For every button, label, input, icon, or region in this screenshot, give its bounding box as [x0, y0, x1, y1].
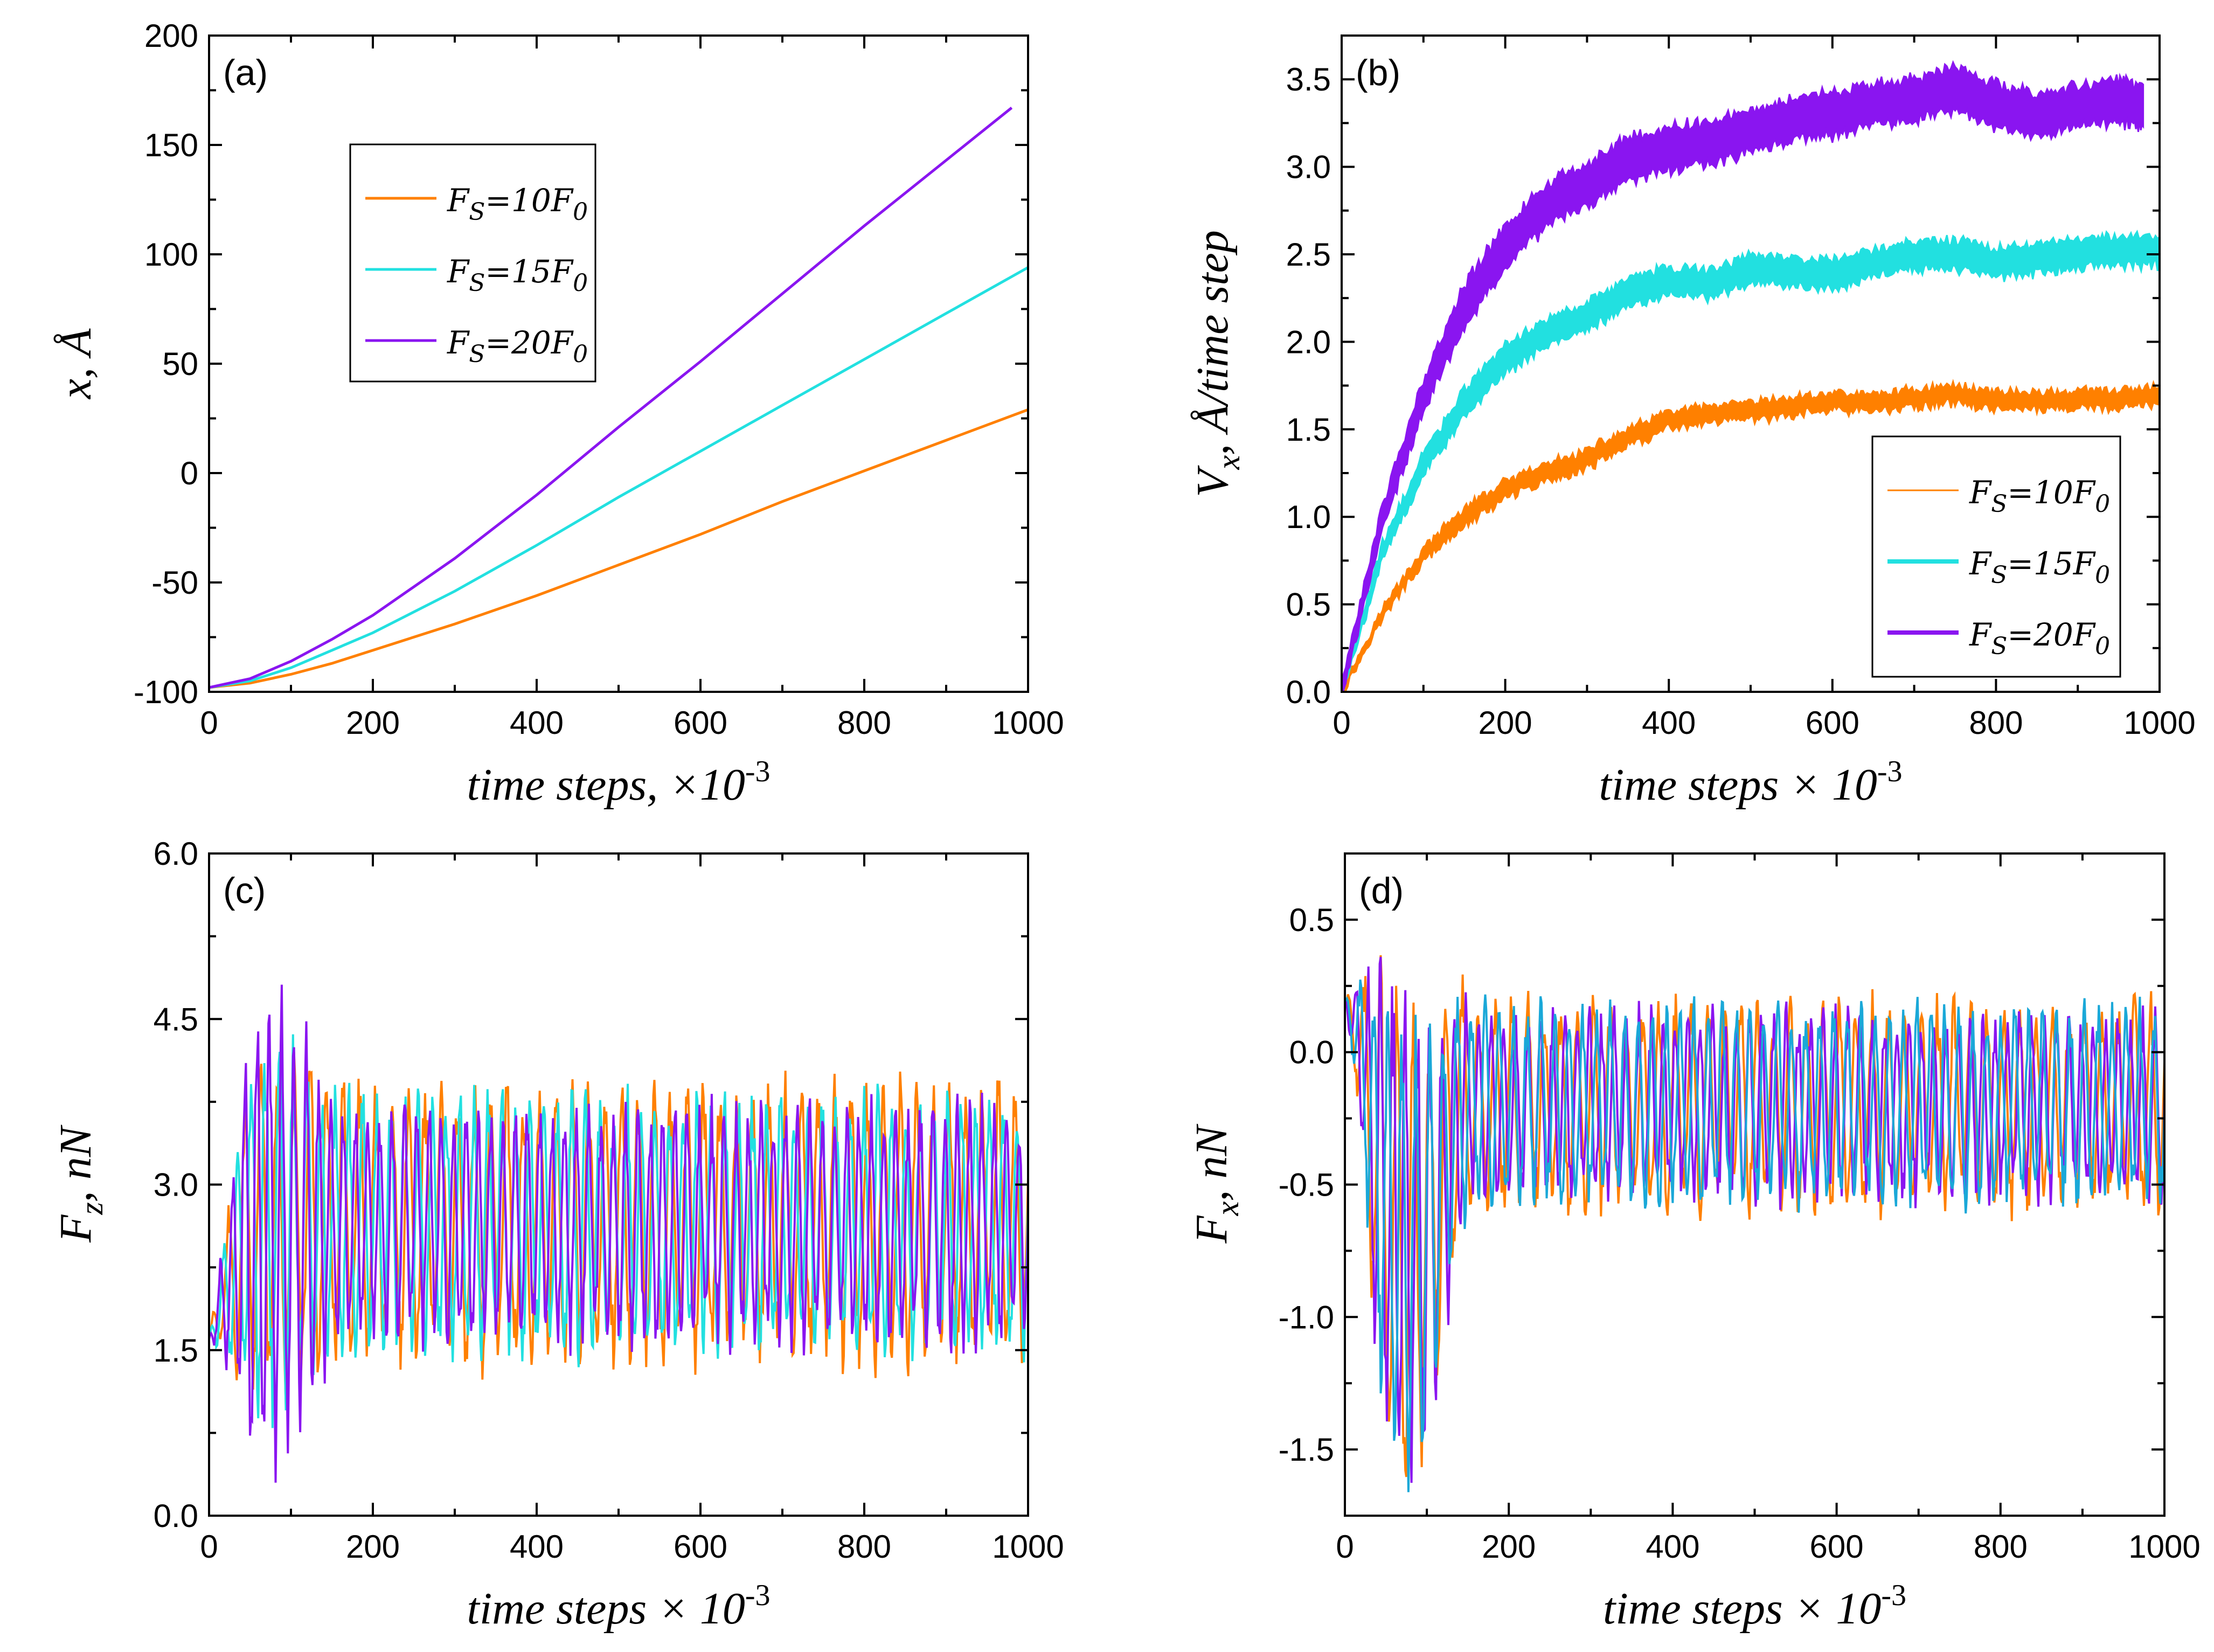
- series-band-Fs=10F0: [1342, 379, 2160, 692]
- y-tick-label: 50: [162, 346, 198, 382]
- plot-area-c: [209, 984, 1028, 1483]
- series-band-Fs=15F0: [1342, 230, 2160, 692]
- y-tick-label: 2.5: [1286, 237, 1331, 273]
- panel-label: (a): [223, 52, 268, 93]
- y-tick-label: 0.0: [1286, 674, 1331, 710]
- y-axis-title: Vx, Å/time step: [1188, 230, 1246, 497]
- y-axis-title: Fx, nN: [1186, 1124, 1245, 1244]
- y-tick-label: 0.0: [1289, 1035, 1334, 1071]
- y-tick-label: 1.0: [1286, 499, 1331, 535]
- plot-area-a: [209, 107, 1028, 689]
- y-tick-label: 200: [144, 18, 198, 54]
- y-tick-label: 1.5: [1286, 412, 1331, 448]
- x-tick-label: 600: [674, 705, 727, 741]
- x-axis-title: time steps, ×10-3: [467, 755, 771, 810]
- x-tick-label: 400: [510, 705, 564, 741]
- y-tick-label: 150: [144, 127, 198, 163]
- x-tick-label: 800: [1969, 705, 2023, 741]
- legend: FS=10F0 FS=15F0 FS=20F0: [1871, 435, 2121, 678]
- x-tick-label: 600: [1810, 1529, 1864, 1565]
- x-tick-label: 400: [1642, 705, 1696, 741]
- x-tick-label: 0: [1336, 1529, 1354, 1565]
- panel-a-chart: 0 200 400 600 800 1000 -100 -50 0 50 100 150 200 (a) t…: [51, 18, 1064, 810]
- plot-area-b: [1342, 60, 2160, 692]
- x-axis-title: time steps × 10-3: [467, 1579, 771, 1634]
- x-tick-label: 1000: [992, 1529, 1064, 1565]
- y-tick-label: 0.0: [154, 1498, 198, 1534]
- y-tick-label: -1.0: [1279, 1299, 1334, 1335]
- x-axis-title: time steps × 10-3: [1603, 1579, 1906, 1634]
- y-axis-title: x, Å: [51, 328, 101, 400]
- legend-box: [1871, 435, 2121, 678]
- plot-area-d: [1345, 955, 2164, 1493]
- legend-label: FS=10F0: [447, 182, 588, 226]
- x-axis-title: time steps × 10-3: [1599, 755, 1903, 810]
- legend-label: FS=10F0: [1969, 474, 2110, 518]
- x-tick-label: 800: [1974, 1529, 2028, 1565]
- legend: FS=10F0 FS=15F0 FS=20F0: [349, 143, 596, 383]
- y-tick-label: 100: [144, 237, 198, 273]
- y-tick-label: 1.5: [154, 1332, 198, 1369]
- x-tick-label: 200: [346, 1529, 400, 1565]
- legend-label: FS=15F0: [447, 253, 588, 297]
- x-tick-label: 200: [1482, 1529, 1536, 1565]
- y-tick-label: -100: [134, 674, 198, 710]
- panel-label: (c): [223, 870, 266, 911]
- x-tick-label: 200: [1479, 705, 1532, 741]
- y-tick-label: 2.0: [1286, 324, 1331, 360]
- y-tick-label: -1.5: [1279, 1432, 1334, 1468]
- legend-label: FS=20F0: [447, 324, 588, 368]
- x-tick-label: 1000: [2128, 1529, 2200, 1565]
- legend-label: FS=15F0: [1969, 545, 2110, 589]
- y-tick-label: 0.5: [1286, 587, 1331, 623]
- y-tick-label: 3.0: [154, 1167, 198, 1203]
- x-tick-label: 1000: [992, 705, 1064, 741]
- x-tick-label: 600: [674, 1529, 727, 1565]
- y-tick-label: 3.0: [1286, 149, 1331, 185]
- x-tick-label: 600: [1806, 705, 1859, 741]
- series-line-Fs=15F0: [209, 266, 1028, 689]
- panel-b-chart: 0 200 400 600 800 1000 0.0 0.5 1.0 1.5 2.0 2.5 3.0 3.…: [1188, 34, 2196, 810]
- y-tick-label: 0: [181, 455, 198, 491]
- x-tick-label: 0: [1332, 705, 1350, 741]
- panel-label: (d): [1359, 870, 1404, 911]
- y-tick-label: 0.5: [1289, 902, 1334, 938]
- legend-box: [349, 143, 596, 383]
- y-axis-title: Fz, nN: [51, 1125, 109, 1243]
- series-band-Fs=20F0: [1342, 60, 2144, 692]
- series-line-Fs=20F0: [209, 107, 1013, 689]
- y-tick-label: 6.0: [154, 836, 198, 872]
- x-tick-label: 200: [346, 705, 400, 741]
- x-tick-label: 0: [200, 705, 218, 741]
- legend-label: FS=20F0: [1969, 616, 2110, 660]
- x-tick-label: 1000: [2123, 705, 2195, 741]
- x-tick-label: 0: [200, 1529, 218, 1565]
- y-tick-label: 3.5: [1286, 61, 1331, 98]
- series-line-Fs=15F0: [1345, 979, 2164, 1493]
- series-line-Fs=10F0: [209, 408, 1028, 689]
- x-tick-label: 400: [1646, 1529, 1699, 1565]
- y-tick-label: -50: [151, 565, 198, 601]
- x-tick-label: 800: [837, 705, 891, 741]
- panel-label: (b): [1356, 52, 1400, 93]
- series-line-Fs=20F0: [209, 984, 1028, 1483]
- x-tick-label: 800: [837, 1529, 891, 1565]
- panel-c-chart: 0 200 400 600 800 1000 0.0 1.5 3.0 4.5 6.0 (c) time …: [51, 836, 1064, 1634]
- panel-d-chart: 0 200 400 600 800 1000 -1.5 -1.0 -0.5 0.0 0.5 (d) ti…: [1186, 852, 2201, 1634]
- x-tick-label: 400: [510, 1529, 564, 1565]
- y-tick-label: -0.5: [1279, 1167, 1334, 1203]
- y-tick-label: 4.5: [154, 1001, 198, 1037]
